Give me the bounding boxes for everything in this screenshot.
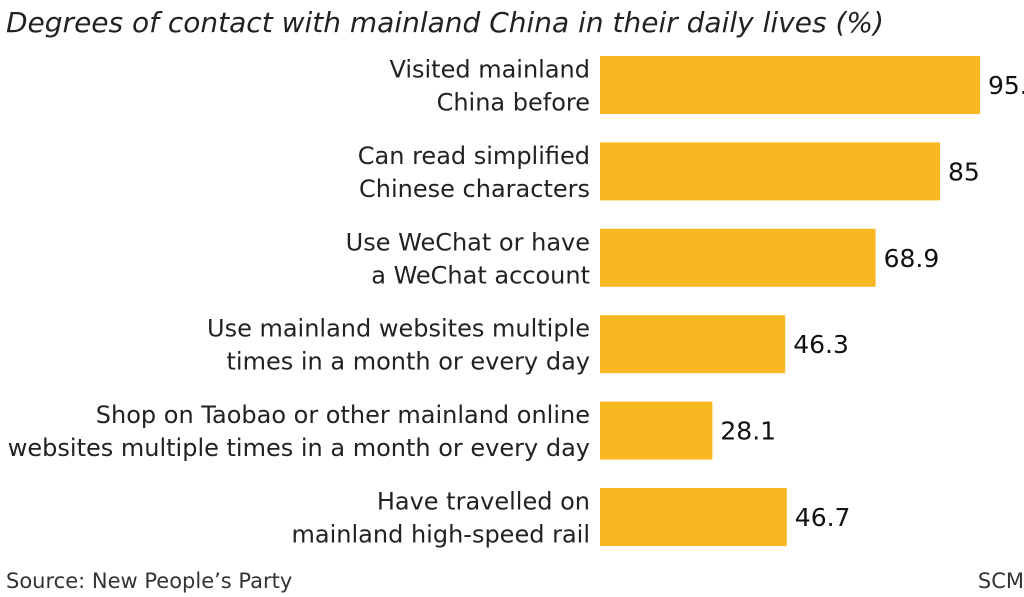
chart-title: Degrees of contact with mainland China i… bbox=[6, 6, 884, 39]
bar bbox=[600, 401, 713, 460]
category-label: Shop on Taobao or other mainland online w… bbox=[8, 401, 590, 462]
value-label: 68.9 bbox=[884, 244, 940, 273]
bar bbox=[600, 56, 980, 114]
category-label: Visited mainland China before bbox=[389, 56, 590, 117]
value-label: 28.1 bbox=[720, 417, 776, 446]
category-label: Use mainland websites multiple times in a… bbox=[207, 315, 590, 376]
credit: SCM bbox=[978, 569, 1024, 593]
source: Source: New People’s Party bbox=[6, 569, 292, 593]
value-label: 85 bbox=[948, 157, 980, 186]
value-label: 95. bbox=[988, 71, 1024, 100]
category-label: Use WeChat or have a WeChat account bbox=[346, 228, 590, 289]
value-label: 46.3 bbox=[793, 330, 849, 359]
category-label: Have travelled on mainland high-speed rai… bbox=[292, 488, 590, 549]
bar bbox=[600, 488, 787, 546]
category-label: Can read simplified Chinese characters bbox=[358, 142, 590, 203]
bar bbox=[600, 315, 786, 374]
bar bbox=[600, 228, 876, 287]
bar bbox=[600, 142, 940, 201]
value-label: 46.7 bbox=[795, 503, 851, 532]
